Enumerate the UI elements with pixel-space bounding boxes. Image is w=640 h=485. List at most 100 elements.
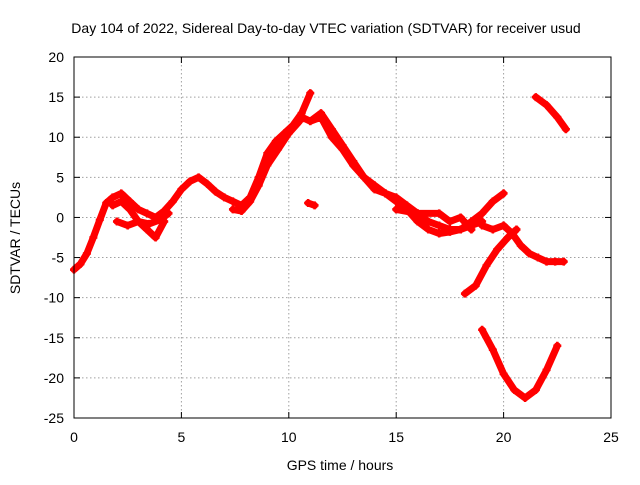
data-point: [112, 217, 121, 226]
tick-layer: 0 5 10 15 20 25 20 15 10 5 0 -5 -10 -15 -20 -25: [44, 49, 619, 445]
data-point: [246, 197, 255, 206]
chart-title: Day 104 of 2022, Sidereal Day-to-day VTE…: [71, 20, 580, 36]
y-tick-label: -15: [44, 330, 64, 346]
x-tick-label: 25: [603, 429, 619, 445]
data-point: [263, 161, 272, 170]
data-point: [542, 257, 551, 266]
data-point: [499, 221, 508, 230]
data-point: [488, 225, 497, 234]
data-point: [471, 281, 480, 290]
y-tick-label: -20: [44, 370, 64, 386]
data-point: [525, 249, 534, 258]
data-point: [499, 189, 508, 198]
data-point: [435, 209, 444, 218]
data-point: [151, 233, 160, 242]
data-point: [89, 233, 98, 242]
data-point: [478, 325, 487, 334]
data-series-track-f: [306, 109, 508, 237]
data-point: [134, 217, 143, 226]
data-point: [413, 217, 422, 226]
data-point: [228, 197, 237, 206]
y-tick-label: -5: [52, 250, 65, 266]
data-point: [123, 221, 132, 230]
data-point: [237, 207, 246, 216]
y-tick-label: 5: [56, 169, 64, 185]
data-point: [445, 217, 454, 226]
data-point: [263, 149, 272, 158]
data-point: [82, 249, 91, 258]
data-point: [392, 205, 401, 214]
data-point: [521, 393, 530, 402]
x-tick-label: 10: [281, 429, 297, 445]
data-point: [561, 125, 570, 134]
data-point: [531, 385, 540, 394]
data-point: [102, 199, 111, 208]
data-point: [338, 141, 347, 150]
data-point: [435, 221, 444, 230]
data-point: [510, 385, 519, 394]
x-tick-label: 15: [388, 429, 404, 445]
data-point: [460, 289, 469, 298]
y-tick-label: -10: [44, 290, 64, 306]
data-point: [306, 117, 315, 126]
data-point: [445, 227, 454, 236]
data-point: [177, 185, 186, 194]
data-point: [551, 257, 560, 266]
data-point: [467, 225, 476, 234]
data-point: [559, 257, 568, 266]
data-point: [392, 197, 401, 206]
data-point: [359, 173, 368, 182]
data-point: [456, 225, 465, 234]
data-point: [143, 209, 152, 218]
x-tick-label: 0: [70, 429, 78, 445]
data-series-track-i: [478, 222, 568, 266]
data-point: [125, 197, 134, 206]
data-point: [108, 193, 117, 202]
data-point: [508, 229, 517, 238]
data-point: [211, 187, 220, 196]
data-series-track-j: [478, 326, 561, 402]
data-point: [435, 229, 444, 238]
x-axis-label: GPS time / hours: [287, 457, 394, 473]
data-series-track-h: [461, 226, 520, 298]
data-point: [424, 225, 433, 234]
data-point: [271, 137, 280, 146]
y-tick-label: 15: [48, 89, 64, 105]
plot-frame: [73, 56, 612, 419]
data-series-track-e: [298, 113, 486, 233]
data-point: [108, 201, 117, 210]
data-point: [134, 205, 143, 214]
data-point: [185, 177, 194, 186]
data-point: [381, 189, 390, 198]
x-tick-label: 20: [496, 429, 512, 445]
data-point: [488, 345, 497, 354]
data-point: [254, 181, 263, 190]
data-point: [164, 209, 173, 218]
data-series-track-k: [532, 93, 570, 133]
data-point: [203, 179, 212, 188]
data-point: [512, 225, 521, 234]
data-point: [478, 209, 487, 218]
data-point: [117, 189, 126, 198]
data-point: [304, 199, 313, 208]
data-point: [317, 109, 326, 118]
data-point: [499, 369, 508, 378]
data-series-track-d: [229, 117, 303, 215]
data-point: [542, 365, 551, 374]
y-tick-label: 20: [48, 49, 64, 65]
data-point: [228, 205, 237, 214]
data-point: [194, 173, 203, 182]
data-point: [503, 233, 512, 242]
data-point: [95, 215, 104, 224]
data-point: [424, 217, 433, 226]
data-point: [125, 205, 134, 214]
data-point: [456, 213, 465, 222]
data-point: [310, 201, 319, 210]
data-point: [327, 125, 336, 134]
data-point: [145, 219, 154, 228]
y-axis-label: SDTVAR / TECUs: [7, 182, 23, 294]
data-point: [168, 197, 177, 206]
data-point: [553, 341, 562, 350]
data-point: [117, 197, 126, 206]
